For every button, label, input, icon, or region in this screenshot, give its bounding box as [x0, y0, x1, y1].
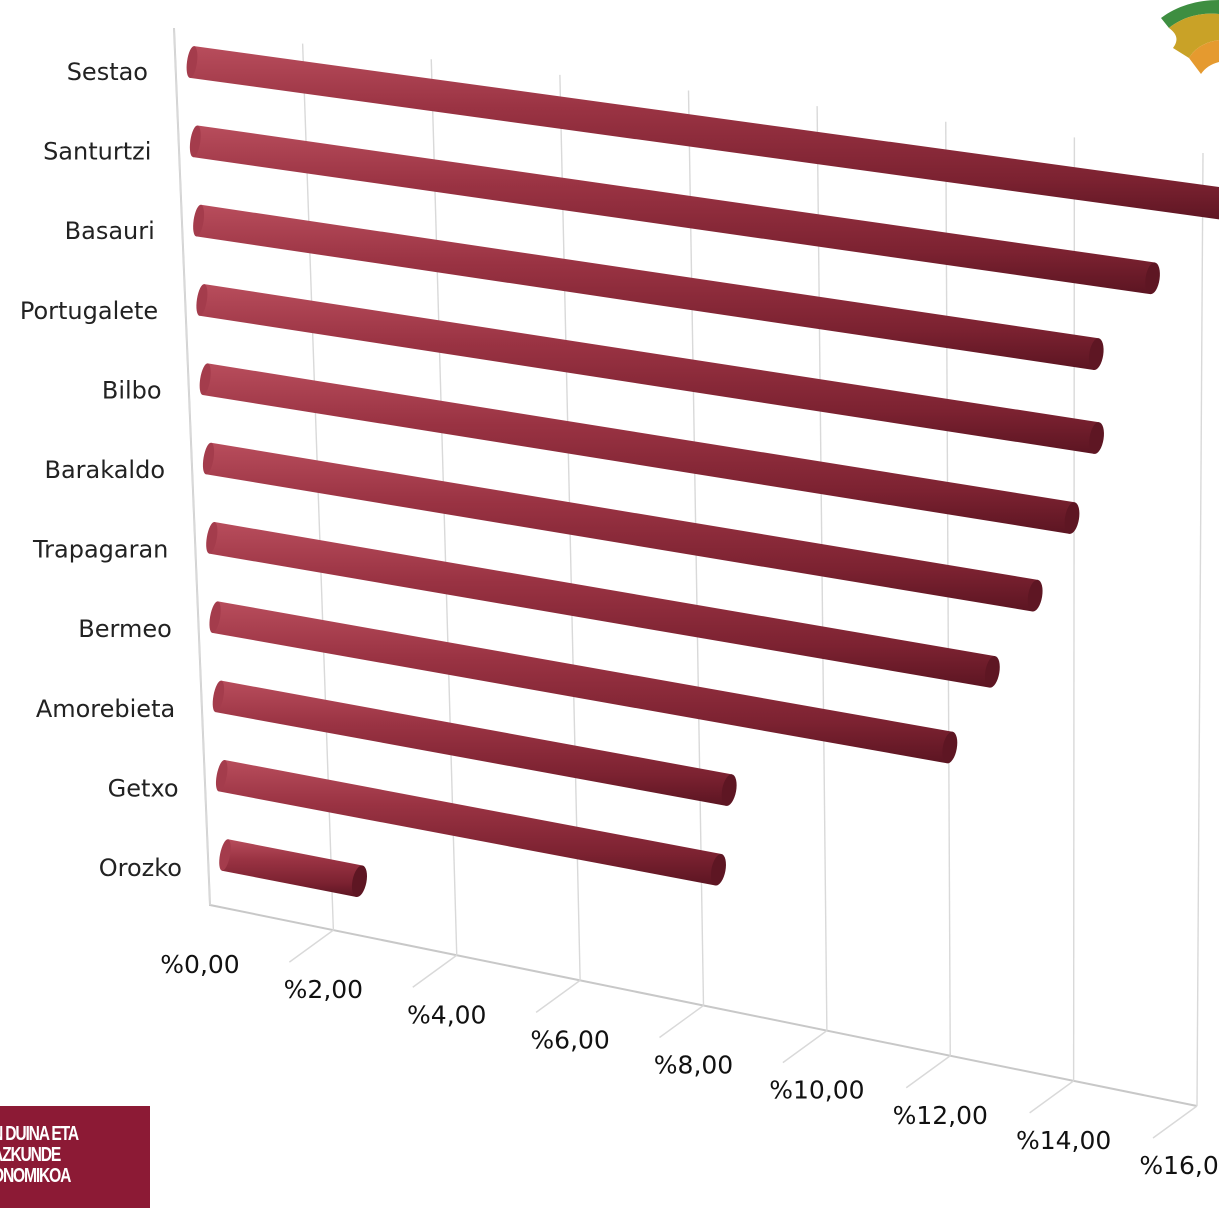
category-label: Basauri — [65, 217, 155, 245]
floor-gridline — [659, 1004, 704, 1039]
tick-label: %12,00 — [893, 1101, 988, 1130]
gridline — [173, 27, 211, 906]
bar-bilbo — [199, 363, 1080, 534]
bar-trapagaran — [206, 522, 1000, 688]
corner-mark-segment — [1189, 40, 1219, 74]
bars — [186, 46, 1219, 898]
corner-logo-mark — [1161, 0, 1219, 74]
tick-label: %16,00 — [1139, 1151, 1219, 1180]
tick-label: %6,00 — [530, 1025, 609, 1054]
corner-mark-segment — [1169, 13, 1219, 58]
gridline — [1072, 137, 1076, 1081]
floor-gridline — [782, 1030, 828, 1064]
bar-barakaldo — [202, 442, 1043, 612]
tick-label: %0,00 — [160, 950, 239, 979]
gridline — [1196, 152, 1204, 1107]
bar-sestao — [186, 46, 1219, 220]
tick-label: %4,00 — [407, 1000, 486, 1029]
floor-gridline — [412, 954, 458, 988]
tick-label: %10,00 — [769, 1076, 864, 1105]
floor-gridline — [1152, 1105, 1198, 1139]
floor-gridline — [1029, 1080, 1075, 1114]
tick-label: %14,00 — [1016, 1126, 1111, 1155]
floor-gridline — [905, 1055, 951, 1089]
category-label: Amorebieta — [36, 695, 175, 723]
bar-basauri — [193, 204, 1104, 370]
tick-label: %8,00 — [654, 1051, 733, 1080]
category-label: Trapagaran — [32, 536, 168, 564]
corner-mark-segment — [1161, 0, 1219, 28]
bar-portugalete — [196, 284, 1104, 454]
bar-amorebieta — [212, 680, 737, 806]
bar-santurtzi — [189, 125, 1160, 295]
category-label: Bermeo — [78, 615, 172, 643]
floor-gridline — [288, 929, 334, 963]
tick-labels: %0,00 %2,00 %4,00 %6,00 %8,00 %10,00 %12,00 %14… — [160, 950, 1219, 1180]
bar-bermeo — [209, 601, 958, 764]
tick-label: %2,00 — [284, 975, 363, 1004]
category-labels: Sestao Santurtzi Basauri Portugalete Bilbo Ba… — [20, 58, 182, 882]
category-label: Bilbo — [102, 376, 162, 404]
category-label: Sestao — [67, 58, 148, 86]
category-label: Getxo — [108, 774, 179, 802]
category-label: Orozko — [99, 854, 182, 882]
bar-getxo — [215, 759, 726, 886]
category-label: Portugalete — [20, 297, 158, 325]
floor-gridline — [535, 979, 581, 1013]
bar-orozko — [219, 839, 367, 898]
category-label: Santurtzi — [43, 138, 151, 166]
category-label: Barakaldo — [44, 456, 165, 484]
